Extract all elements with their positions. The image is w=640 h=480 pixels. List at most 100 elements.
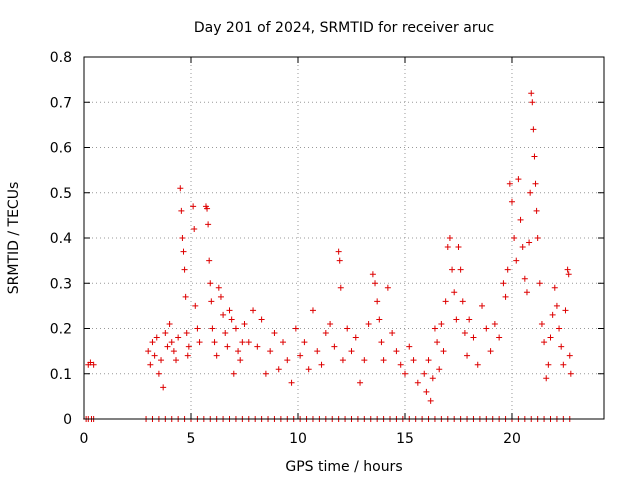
data-point xyxy=(451,289,458,296)
y-tick-label: 0.7 xyxy=(50,95,72,111)
data-point xyxy=(153,334,160,341)
data-point xyxy=(369,271,376,278)
data-point xyxy=(177,185,184,192)
data-point xyxy=(434,339,441,346)
data-point xyxy=(564,266,571,273)
data-point xyxy=(466,316,473,323)
data-point xyxy=(541,339,548,346)
data-point xyxy=(182,293,189,300)
y-tick-label: 0.8 xyxy=(50,50,72,66)
data-point xyxy=(145,348,152,355)
data-point xyxy=(184,352,191,359)
data-point xyxy=(438,320,445,327)
data-point xyxy=(474,361,481,368)
data-point xyxy=(352,334,359,341)
data-point xyxy=(348,348,355,355)
data-point xyxy=(470,334,477,341)
data-point xyxy=(331,343,338,350)
data-point xyxy=(483,325,490,332)
data-point xyxy=(262,370,269,377)
data-point xyxy=(209,325,216,332)
data-point xyxy=(532,180,539,187)
data-point xyxy=(344,325,351,332)
data-point xyxy=(372,280,379,287)
data-point xyxy=(464,352,471,359)
data-point xyxy=(527,189,534,196)
data-point xyxy=(530,126,537,133)
data-point xyxy=(183,330,190,337)
data-point xyxy=(90,361,97,368)
data-point xyxy=(449,266,456,273)
data-point xyxy=(228,316,235,323)
data-point xyxy=(190,203,197,210)
data-point xyxy=(335,248,342,255)
data-point xyxy=(410,357,417,364)
data-point xyxy=(380,357,387,364)
data-point xyxy=(222,330,229,337)
data-point xyxy=(551,284,558,291)
data-point xyxy=(547,334,554,341)
data-point xyxy=(292,325,299,332)
data-point xyxy=(241,320,248,327)
x-tick-label: 15 xyxy=(396,431,414,447)
data-point xyxy=(250,307,257,314)
data-point xyxy=(496,334,503,341)
data-point xyxy=(166,320,173,327)
data-point xyxy=(305,366,312,373)
data-point xyxy=(226,307,233,314)
data-point xyxy=(191,225,198,232)
data-point xyxy=(309,307,316,314)
data-point xyxy=(170,348,177,355)
data-point xyxy=(185,343,192,350)
x-tick-label: 10 xyxy=(289,431,307,447)
data-point xyxy=(384,284,391,291)
data-point xyxy=(180,248,187,255)
data-point xyxy=(461,330,468,337)
data-point xyxy=(567,370,574,377)
data-point xyxy=(339,357,346,364)
data-point xyxy=(207,280,214,287)
data-point xyxy=(531,153,538,160)
data-point xyxy=(436,366,443,373)
data-point xyxy=(205,221,212,228)
data-point xyxy=(429,375,436,382)
data-point xyxy=(275,366,282,373)
data-point xyxy=(235,348,242,355)
data-point xyxy=(239,339,246,346)
y-tick-label: 0.4 xyxy=(50,231,72,247)
data-point xyxy=(519,244,526,251)
data-point xyxy=(280,339,287,346)
data-point xyxy=(288,379,295,386)
data-point xyxy=(230,370,237,377)
data-point xyxy=(237,357,244,364)
data-point xyxy=(529,99,536,106)
data-point xyxy=(534,235,541,241)
x-tick-label: 5 xyxy=(187,431,196,447)
data-point xyxy=(425,357,432,364)
data-point xyxy=(491,320,498,327)
data-point xyxy=(365,320,372,327)
data-point xyxy=(521,275,528,282)
data-point xyxy=(406,343,413,350)
data-point xyxy=(267,348,274,355)
data-point xyxy=(523,289,530,296)
data-point xyxy=(357,379,364,386)
data-point xyxy=(284,357,291,364)
data-point xyxy=(162,330,169,337)
data-series-srmtid xyxy=(83,90,574,422)
data-point xyxy=(378,339,385,346)
data-point xyxy=(562,307,569,314)
data-point xyxy=(175,334,182,341)
x-tick-label: 0 xyxy=(80,431,89,447)
data-point xyxy=(179,235,186,241)
x-axis-label: GPS time / hours xyxy=(285,459,402,475)
y-tick-label: 0.5 xyxy=(50,186,72,202)
data-point xyxy=(301,339,308,346)
data-point xyxy=(431,325,438,332)
data-point xyxy=(217,293,224,300)
data-point xyxy=(545,361,552,368)
data-point xyxy=(453,316,460,323)
data-point xyxy=(414,379,421,386)
data-point xyxy=(220,311,227,318)
data-point xyxy=(515,176,522,183)
